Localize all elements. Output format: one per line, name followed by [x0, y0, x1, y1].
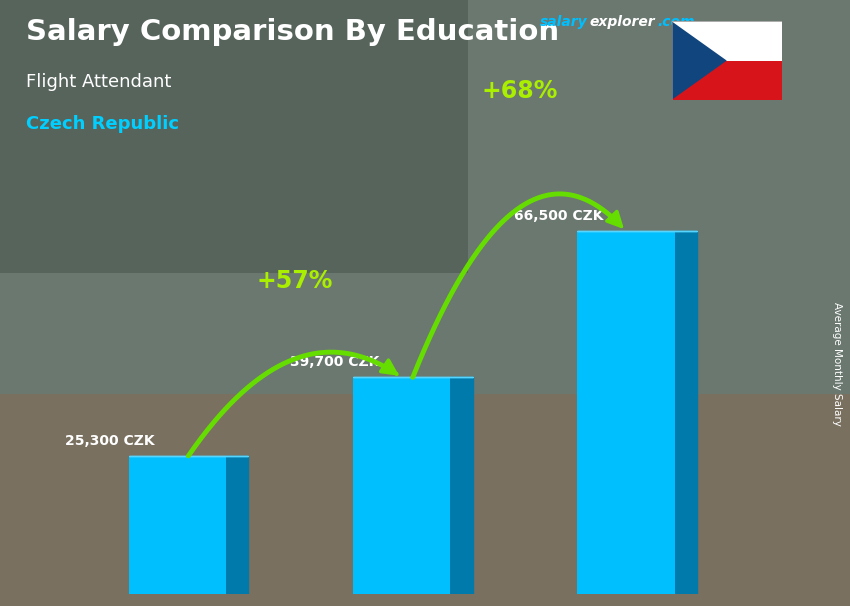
Polygon shape [226, 456, 248, 594]
Text: .com: .com [657, 15, 694, 29]
Polygon shape [672, 21, 727, 100]
Text: Czech Republic: Czech Republic [26, 115, 178, 133]
Text: 66,500 CZK: 66,500 CZK [514, 209, 604, 223]
Polygon shape [672, 61, 782, 100]
Text: +57%: +57% [257, 269, 333, 293]
Text: explorer: explorer [589, 15, 654, 29]
Bar [0, 394, 850, 606]
Text: +68%: +68% [481, 79, 558, 103]
Text: 39,700 CZK: 39,700 CZK [290, 355, 379, 369]
Text: Flight Attendant: Flight Attendant [26, 73, 171, 91]
Bar [0, 0, 468, 273]
Polygon shape [675, 231, 697, 594]
Bar [128, 456, 226, 594]
Bar [577, 231, 675, 594]
Polygon shape [450, 378, 473, 594]
Bar [353, 378, 451, 594]
Text: Salary Comparison By Education: Salary Comparison By Education [26, 18, 558, 46]
Text: Average Monthly Salary: Average Monthly Salary [832, 302, 842, 425]
Text: 25,300 CZK: 25,300 CZK [65, 434, 155, 448]
Polygon shape [672, 21, 782, 61]
Bar [0, 0, 850, 394]
Text: salary: salary [540, 15, 587, 29]
